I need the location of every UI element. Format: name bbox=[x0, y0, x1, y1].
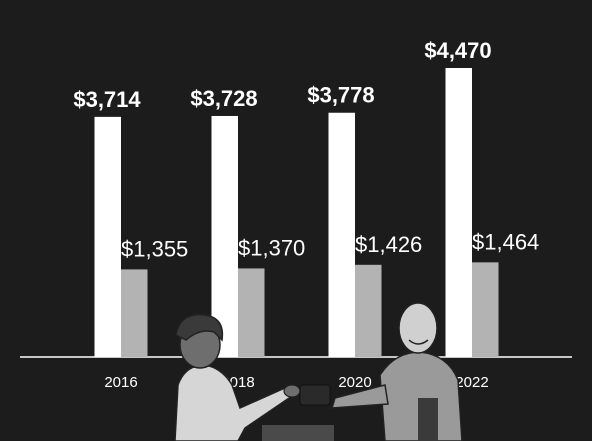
value-label: $4,470 bbox=[424, 38, 491, 63]
bar bbox=[121, 269, 148, 357]
illustration bbox=[174, 302, 463, 441]
x-tick-label: 2020 bbox=[338, 374, 371, 391]
right-person-arm bbox=[330, 384, 389, 409]
left-person-hand bbox=[283, 384, 301, 398]
right-person-smile bbox=[408, 339, 429, 345]
bar bbox=[355, 264, 382, 357]
counter bbox=[262, 425, 334, 441]
value-label: $1,370 bbox=[238, 235, 305, 260]
bar bbox=[472, 262, 499, 357]
bar bbox=[238, 268, 265, 357]
value-label: $1,355 bbox=[121, 236, 188, 261]
x-tick-label: 2022 bbox=[455, 374, 488, 391]
bar bbox=[445, 68, 472, 357]
bar bbox=[211, 115, 238, 357]
card-terminal bbox=[299, 384, 331, 406]
value-label: $1,464 bbox=[472, 229, 539, 254]
bar bbox=[328, 112, 355, 357]
x-tick-label: 2016 bbox=[104, 374, 137, 391]
value-label: $3,714 bbox=[73, 87, 141, 112]
value-label: $3,778 bbox=[307, 83, 374, 108]
value-label: $1,426 bbox=[355, 232, 422, 257]
right-person-head bbox=[398, 302, 438, 354]
left-person-hair bbox=[175, 313, 224, 342]
apron bbox=[418, 398, 438, 441]
value-label: $3,728 bbox=[190, 86, 257, 111]
bar bbox=[94, 116, 121, 357]
left-person-body bbox=[174, 364, 294, 441]
